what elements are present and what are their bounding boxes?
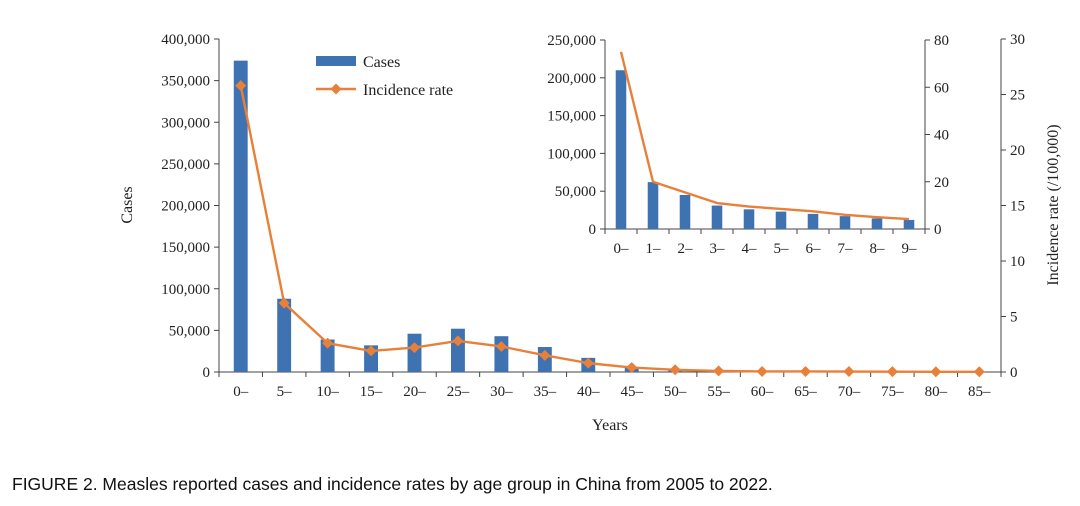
inset-x-tick-label: 0– [614,241,630,257]
inset-left-tick-label: 0 [589,222,597,238]
main-bar [320,339,335,372]
main-left-tick-label: 0 [203,365,211,381]
inset-x-tick-label: 4– [742,241,758,257]
main-left-tick-label: 300,000 [161,115,210,131]
main-line-point [582,357,594,369]
main-x-tick-label: 0– [233,384,249,400]
legend-bar-swatch [316,56,356,66]
main-x-tick-label: 70– [838,384,861,400]
main-line-point [452,335,464,347]
inset-left-tick-label: 250,000 [547,33,596,49]
main-x-tick-label: 20– [403,384,426,400]
main-left-tick-label: 200,000 [161,199,210,215]
inset-left-tick-label: 200,000 [547,71,596,87]
main-incidence-line [239,85,980,373]
inset-bar [839,216,851,229]
inset-bar [615,70,627,230]
main-x-tick-label: 65– [794,384,817,400]
main-x-tick-label: 50– [664,384,687,400]
main-line-point [495,340,507,352]
main-left-tick-label: 50,000 [169,323,210,339]
main-line-point [539,349,551,361]
legend-cases-label: Cases [363,54,400,71]
main-right-tick-label: 15 [1010,199,1025,215]
main-x-tick-label: 60– [751,384,774,400]
x-axis-title: Years [592,417,628,434]
figure-caption: FIGURE 2. Measles reported cases and inc… [12,474,773,494]
main-right-tick-label: 30 [1010,32,1025,48]
main-right-tick-label: 20 [1010,143,1025,159]
main-line-point [930,366,942,378]
main-line-point [669,364,681,376]
legend-incidence-label: Incidence rate [363,82,453,99]
main-left-tick-label: 100,000 [161,282,210,298]
inset-right-tick-label: 80 [934,33,949,49]
main-left-tick-label: 400,000 [161,32,210,48]
inset-bar [807,213,819,229]
inset-left-tick-label: 150,000 [547,109,596,125]
main-x-tick-label: 55– [707,384,730,400]
main-line-point [886,366,898,378]
inset-bar [903,219,915,229]
inset-bar [775,211,787,229]
inset-right-tick-label: 40 [934,128,949,144]
main-x-tick-label: 15– [360,384,383,400]
main-left-tick-label: 350,000 [161,74,210,90]
inset-incidence-line [619,51,910,221]
main-x-tick-label: 35– [534,384,557,400]
main-x-tick-label: 5– [277,384,293,400]
main-x-tick-label: 75– [881,384,904,400]
inset-x-tick-label: 1– [646,241,662,257]
inset-right-tick-label: 60 [934,80,949,96]
main-x-tick-label: 10– [316,384,339,400]
main-line-point [235,80,247,92]
inset-right-tick-label: 20 [934,175,949,191]
main-right-tick-label: 25 [1010,88,1025,104]
main-bar [450,328,465,372]
inset-x-tick-label: 5– [774,241,790,257]
main-right-tick-label: 0 [1010,365,1018,381]
main-x-tick-label: 40– [577,384,600,400]
main-line-point [756,365,768,377]
inset-bar [647,182,659,229]
main-line-point [626,362,638,374]
main-bar [277,298,292,372]
main-right-tick-label: 5 [1010,310,1018,326]
main-left-tick-label: 150,000 [161,240,210,256]
inset-right-tick-label: 0 [934,222,942,238]
main-line-point [409,342,420,354]
legend-line-marker [330,83,342,95]
main-x-tick-label: 80– [925,384,948,400]
inset-x-tick-label: 3– [710,241,726,257]
main-x-tick-label: 45– [620,384,643,400]
inset-left-tick-label: 100,000 [547,146,596,162]
inset-x-tick-label: 8– [870,241,886,257]
inset-x-tick-label: 9– [902,241,918,257]
main-bar [233,60,248,373]
inset-bar [871,218,883,229]
main-line-point [322,337,334,349]
main-line-point [843,366,855,378]
main-x-tick-label: 85– [968,384,991,400]
main-x-tick-label: 30– [490,384,513,400]
inset-x-tick-label: 7– [838,241,854,257]
inset-x-tick-label: 2– [678,241,694,257]
y-axis-title: Cases [119,186,136,223]
inset-x-tick-label: 6– [806,241,822,257]
inset-bar [711,205,723,229]
main-line-point [278,297,290,309]
inset-bar [679,194,691,229]
main-left-tick-label: 250,000 [161,157,210,173]
inset-left-tick-label: 50,000 [555,184,596,200]
y2-axis-title: Incidence rate (/100,000) [1045,124,1062,285]
main-x-tick-label: 25– [447,384,470,400]
main-line-point [713,365,725,377]
main-line-point [365,345,377,357]
main-right-tick-label: 10 [1010,254,1025,270]
main-line-point [800,365,811,377]
inset-bar [743,209,755,229]
main-line-point [973,366,985,378]
